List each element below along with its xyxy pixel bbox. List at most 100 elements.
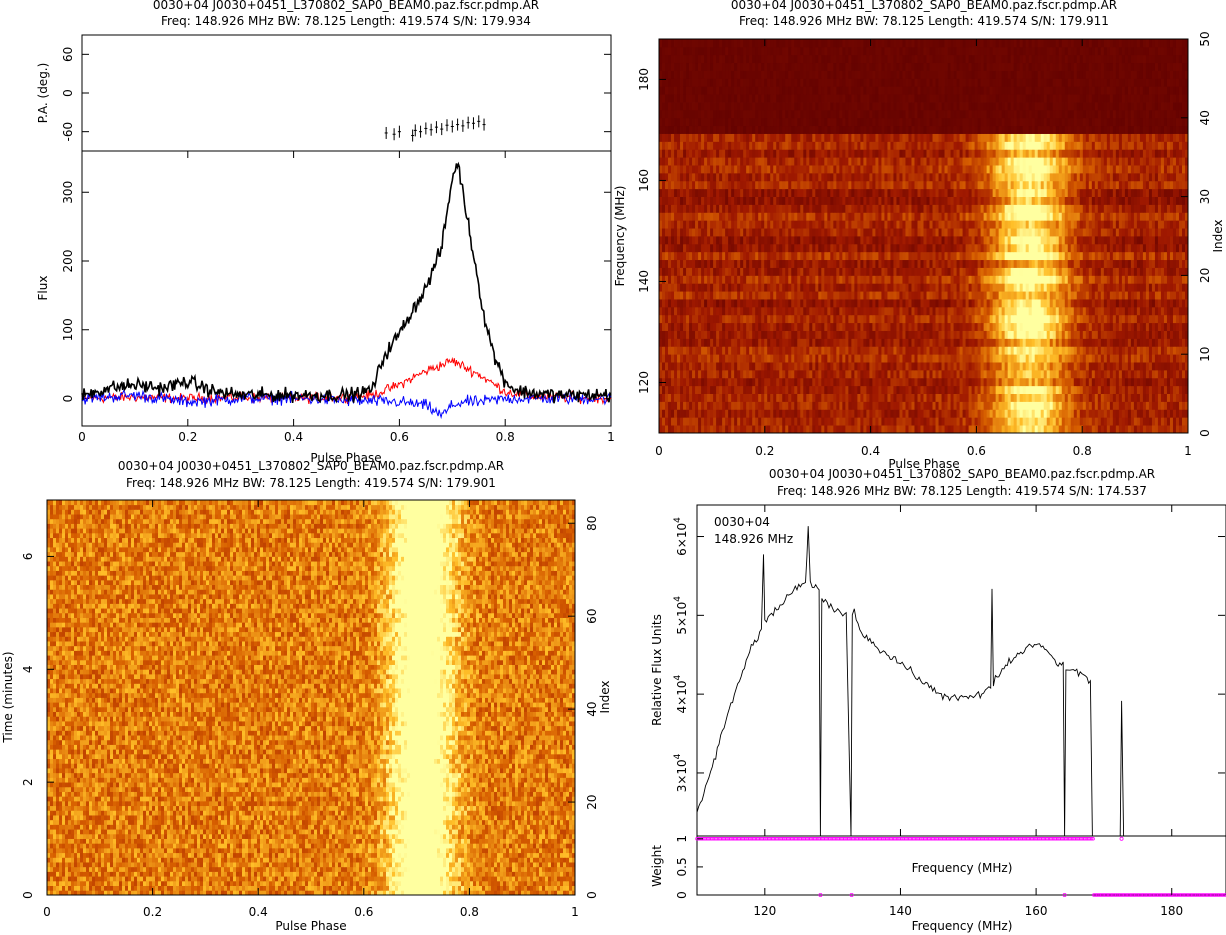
freq-phase-cell (1091, 346, 1096, 355)
freq-phase-cell (902, 401, 906, 410)
freq-phase-cell (821, 369, 825, 379)
freq-phase-cell (884, 425, 888, 434)
freq-phase-cell (1175, 362, 1180, 371)
freq-phase-cell (932, 228, 936, 237)
freq-phase-cell (743, 322, 747, 331)
freq-phase-cell (770, 306, 774, 316)
freq-phase-cell (1184, 236, 1189, 245)
freq-phase-cell (1127, 283, 1132, 292)
freq-phase-cell (938, 212, 942, 221)
freq-phase-cell (1052, 306, 1057, 316)
freq-phase-cell (941, 330, 945, 339)
freq-phase-cell (704, 259, 708, 268)
freq-phase-cell (836, 346, 840, 355)
freq-phase-cell (761, 354, 765, 363)
freq-phase-cell (1175, 259, 1180, 268)
freq-phase-cell (857, 417, 861, 426)
freq-phase-cell (1064, 251, 1069, 261)
freq-phase-cell (1079, 275, 1084, 284)
freq-phase-cell (1151, 377, 1156, 387)
freq-phase-cell (1067, 267, 1072, 276)
freq-phase-cell (728, 291, 732, 300)
freq-phase-cell (1073, 306, 1078, 316)
freq-phase-cell (800, 425, 804, 434)
freq-phase-cell (719, 409, 723, 418)
freq-phase-cell (758, 212, 762, 221)
freq-phase-cell (755, 220, 759, 229)
freq-phase-cell (1064, 220, 1069, 229)
freq-phase-cell (1016, 338, 1021, 347)
freq-phase-cell (1136, 393, 1141, 402)
freq-phase-cell (1151, 306, 1156, 316)
freq-phase-cell (995, 283, 1000, 292)
freq-phase-cell (1013, 220, 1018, 229)
freq-phase-cell (761, 369, 765, 379)
freq-phase-cell (782, 401, 786, 410)
freq-phase-cell (950, 306, 954, 316)
freq-phase-cell (764, 291, 768, 300)
freq-phase-cell (689, 377, 693, 387)
freq-phase-cell (1136, 322, 1141, 331)
freq-phase-cell (908, 306, 912, 316)
freq-phase-cell (914, 220, 918, 229)
freq-phase-cell (677, 362, 681, 371)
freq-phase-cell (1025, 299, 1030, 308)
freq-phase-cell (1175, 330, 1180, 339)
freq-phase-cell (764, 393, 768, 402)
freq-phase-cell (1109, 385, 1114, 394)
freq-phase-cell (824, 409, 828, 418)
freq-phase-cell (749, 354, 753, 363)
freq-phase-cell (1109, 354, 1114, 363)
freq-phase-cell (992, 236, 997, 245)
freq-phase-cell (743, 306, 747, 316)
freq-phase-cell (839, 275, 843, 284)
freq-phase-cell (992, 212, 997, 221)
freq-phase-cell (995, 259, 1000, 268)
freq-phase-cell (839, 236, 843, 245)
freq-phase-cell (866, 393, 870, 402)
freq-phase-cell (686, 212, 690, 221)
freq-phase-cell (800, 322, 804, 331)
freq-phase-cell (1124, 314, 1129, 324)
freq-phase-cell (965, 354, 969, 363)
freq-phase-cell (914, 322, 918, 331)
freq-phase-cell (734, 385, 738, 394)
freq-phase-cell (785, 401, 789, 410)
freq-phase-cell (956, 283, 960, 292)
freq-phase-cell (701, 346, 705, 355)
freq-phase-cell (1106, 251, 1111, 261)
freq-phase-cell (1070, 259, 1075, 268)
freq-phase-cell (1049, 299, 1054, 308)
freq-phase-cell (848, 417, 852, 426)
freq-phase-cell (824, 401, 828, 410)
freq-phase-cell (908, 243, 912, 253)
freq-phase-cell (824, 425, 828, 434)
freq-phase-cell (755, 354, 759, 363)
freq-phase-cell (1034, 354, 1039, 363)
freq-phase-cell (719, 306, 723, 316)
freq-phase-cell (1046, 330, 1051, 339)
freq-phase-cell (821, 243, 825, 253)
freq-phase-cell (806, 275, 810, 284)
freq-phase-cell (1160, 228, 1165, 237)
freq-phase-cell (662, 425, 666, 434)
freq-phase-cell (845, 362, 849, 371)
freq-phase-cell (692, 425, 696, 434)
freq-phase-cell (968, 259, 972, 268)
freq-phase-cell (1082, 291, 1087, 300)
freq-phase-cell (686, 401, 690, 410)
freq-phase-cell (941, 346, 945, 355)
freq-phase-cell (842, 220, 846, 229)
freq-phase-cell (1070, 330, 1075, 339)
freq-phase-cell (851, 251, 855, 261)
freq-phase-cell (950, 251, 954, 261)
freq-phase-cell (1148, 267, 1153, 276)
freq-phase-cell (1088, 362, 1093, 371)
freq-phase-cell (842, 409, 846, 418)
freq-phase-cell (737, 369, 741, 379)
freq-phase-cell (881, 228, 885, 237)
freq-phase-cell (1055, 330, 1060, 339)
freq-phase-cell (680, 330, 684, 339)
freq-phase-cell (857, 291, 861, 300)
freq-phase-cell (779, 267, 783, 276)
